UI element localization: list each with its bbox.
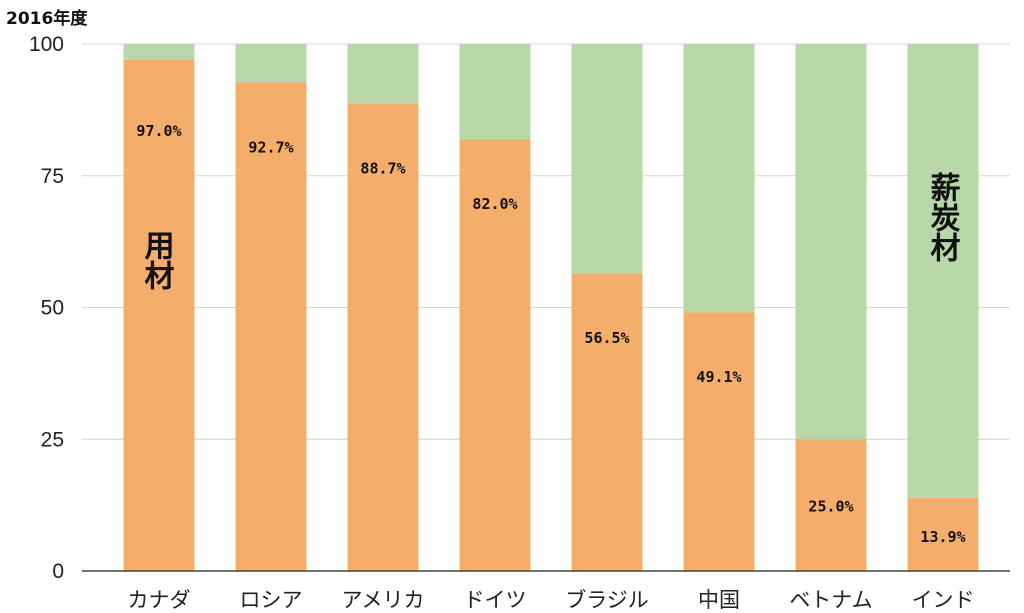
- x-tick-label: ドイツ: [464, 588, 527, 612]
- bar-segment-shintanzai: [459, 44, 531, 139]
- data-labels: 97.0% 92.7% 88.7% 82.0% 56.5% 49.1% 25.0% 13.9%: [136, 122, 965, 546]
- y-tick-label: 0: [52, 560, 64, 583]
- bars: [123, 44, 979, 572]
- x-tick-label: アメリカ: [342, 588, 425, 612]
- data-label: 25.0%: [808, 497, 853, 515]
- bar-segment-shintanzai: [123, 44, 195, 60]
- x-tick-label: ベトナム: [789, 588, 872, 612]
- bar-segment-shintanzai: [683, 44, 755, 313]
- x-tick-label: ブラジル: [565, 588, 649, 612]
- y-tick-label: 75: [41, 165, 64, 188]
- data-label: 13.9%: [920, 528, 965, 546]
- bar-segment-yozai: [795, 439, 867, 571]
- unit-label: 2016年度: [6, 8, 88, 29]
- bar-segment-yozai: [683, 312, 755, 571]
- y-tick-label: 25: [41, 428, 64, 451]
- bar-segment-shintanzai: [571, 44, 643, 274]
- bar-segment-yozai: [459, 138, 531, 572]
- x-tick-label: カナダ: [128, 588, 191, 612]
- data-label: 88.7%: [360, 160, 405, 178]
- data-label: 56.5%: [584, 329, 629, 347]
- x-axis-categories: カナダ ロシア アメリカ ドイツ ブラジル 中国 ベトナム インド: [128, 588, 975, 612]
- bar-segment-yozai: [907, 497, 979, 571]
- bar-segment-shintanzai: [347, 44, 419, 104]
- bar-segment-yozai: [235, 82, 307, 571]
- bar-segment-shintanzai: [235, 44, 307, 83]
- bar-segment-yozai: [123, 59, 195, 572]
- x-tick-label: インド: [912, 588, 975, 612]
- series-label-yozai: 用材: [139, 230, 175, 290]
- gridlines: [82, 43, 1010, 440]
- bar-segment-yozai: [571, 273, 643, 571]
- bar-segment-shintanzai: [795, 44, 867, 440]
- series-label-shintanzai: 薪炭材: [925, 172, 961, 262]
- bar-segment-yozai: [347, 103, 419, 572]
- data-label: 49.1%: [696, 368, 741, 386]
- bar-segment-shintanzai: [907, 44, 979, 498]
- y-tick-label: 100: [29, 33, 64, 56]
- data-label: 82.0%: [472, 195, 517, 213]
- x-tick-label: ロシア: [240, 588, 303, 612]
- x-tick-label: 中国: [698, 588, 740, 612]
- data-label: 97.0%: [136, 122, 181, 140]
- y-axis-ticks: 0 25 50 75 100: [29, 33, 64, 583]
- data-label: 92.7%: [248, 138, 293, 156]
- y-tick-label: 50: [41, 297, 64, 320]
